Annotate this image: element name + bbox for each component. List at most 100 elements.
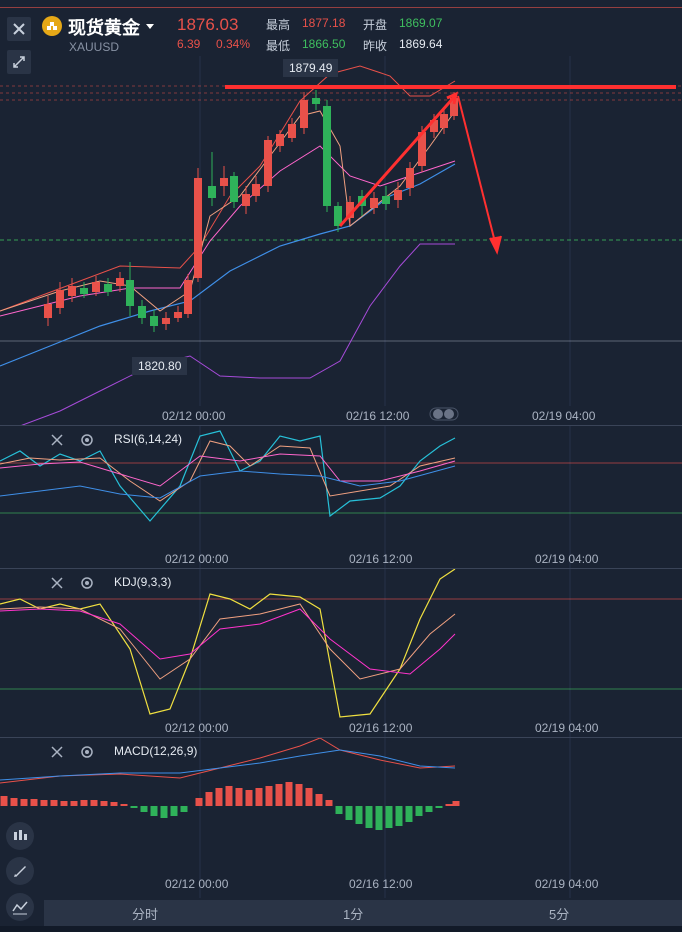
kdj-chart [0, 569, 682, 737]
candle-body [138, 306, 146, 318]
macd-bar [395, 806, 403, 826]
symbol-name: 现货黄金 [68, 18, 140, 38]
close-button[interactable] [7, 17, 31, 41]
candle-body [194, 178, 202, 278]
macd-bar [235, 788, 243, 806]
open-value: 1869.07 [399, 16, 443, 30]
kdj-time-label-2: 02/16 12:00 [349, 721, 413, 735]
macd-bar [275, 784, 283, 806]
macd-bar [405, 806, 413, 822]
macd-bar [365, 806, 373, 828]
macd-bar [325, 800, 333, 806]
candle-body [242, 194, 250, 206]
high-value: 1877.18 [302, 16, 346, 30]
main-time-label-1: 02/12 00:00 [162, 409, 226, 423]
fullscreen-button[interactable] [7, 50, 31, 74]
indicator-button[interactable] [6, 893, 34, 921]
tab-5min[interactable]: 5分 [549, 907, 570, 922]
line-chart-icon [12, 901, 28, 915]
macd-label: MACD(12,26,9) [114, 744, 198, 758]
settings-rsi-icon[interactable] [80, 433, 94, 447]
macd-bar [150, 806, 158, 816]
last-price: 1876.03 [177, 15, 239, 34]
macd-bar [170, 806, 178, 816]
kdj-time-label-1: 02/12 00:00 [165, 721, 229, 735]
macd-bar [305, 788, 313, 806]
macd-bar [445, 804, 453, 806]
macd-bar [255, 788, 263, 806]
candle-body [288, 124, 296, 138]
macd-bar [295, 784, 303, 806]
low-label: 最低 [266, 39, 291, 53]
candle-body [92, 282, 100, 292]
macd-bar [315, 794, 323, 806]
low-value: 1866.50 [302, 37, 346, 51]
bottom-edge [0, 926, 682, 932]
draw-tool-button[interactable] [6, 857, 34, 885]
candle-body [346, 202, 354, 218]
candle-body [264, 140, 272, 186]
settings-kdj-icon[interactable] [80, 576, 94, 590]
macd-bar [90, 800, 98, 806]
tab-timeshare[interactable]: 分时 [132, 907, 159, 922]
macd-bar [375, 806, 383, 830]
symbol-selector[interactable]: 现货黄金 [68, 14, 155, 40]
candle-body [230, 176, 238, 202]
remove-macd-icon[interactable] [50, 745, 64, 759]
quote-header: 现货黄金 XAUUSD 1876.03 6.39 0.34% 最高 1877.1… [0, 0, 682, 56]
main-time-label-3: 02/19 04:00 [532, 409, 596, 423]
panel-divider [0, 737, 682, 738]
macd-bar [385, 806, 393, 828]
prev-close-label: 昨收 [363, 39, 388, 53]
settings-macd-icon[interactable] [80, 745, 94, 759]
macd-bar [180, 806, 188, 812]
candle-body [208, 186, 216, 198]
main-price-chart[interactable] [0, 56, 682, 426]
high-price-marker: 1879.49 [283, 59, 339, 77]
macd-bar [80, 800, 88, 806]
candle-body [370, 198, 378, 208]
candle-body [334, 206, 342, 226]
symbol-code: XAUUSD [69, 40, 120, 54]
pencil-icon [14, 866, 26, 877]
candle-body [104, 284, 112, 292]
candle-body [220, 178, 228, 186]
macd-bar [345, 806, 353, 820]
candle-body [300, 100, 308, 128]
rsi-time-label-2: 02/16 12:00 [349, 552, 413, 566]
open-label: 开盘 [363, 18, 388, 32]
candle-body [184, 280, 192, 314]
candle-body [276, 134, 284, 146]
close-icon [13, 23, 25, 35]
price-change: 6.39 [177, 37, 201, 51]
tab-1min[interactable]: 1分 [343, 907, 364, 922]
high-label: 最高 [266, 18, 291, 32]
candle-body [150, 316, 158, 326]
caret-down-icon [146, 24, 154, 29]
macd-bar [0, 796, 8, 806]
macd-bar [50, 800, 58, 806]
panel-divider [0, 425, 682, 426]
candle-body [68, 286, 76, 296]
candle-body [116, 278, 124, 286]
macd-bar [215, 788, 223, 806]
candle-body [406, 168, 414, 188]
macd-bar [355, 806, 363, 824]
remove-kdj-icon[interactable] [50, 576, 64, 590]
kdj-time-label-3: 02/19 04:00 [535, 721, 599, 735]
candlestick-icon [14, 830, 27, 840]
macd-bar [435, 806, 443, 808]
remove-rsi-icon[interactable] [50, 433, 64, 447]
macd-bar [245, 790, 253, 806]
macd-bar [40, 800, 48, 806]
candle-body [430, 120, 438, 132]
price-change-pct: 0.34% [216, 37, 251, 51]
macd-bar [10, 798, 18, 806]
main-time-label-2: 02/16 12:00 [346, 409, 410, 423]
macd-bar [415, 806, 423, 816]
macd-bar [452, 801, 460, 806]
candle-body [44, 304, 52, 318]
macd-bar [130, 806, 138, 808]
candle-type-button[interactable] [6, 822, 34, 850]
panel-divider [0, 568, 682, 569]
